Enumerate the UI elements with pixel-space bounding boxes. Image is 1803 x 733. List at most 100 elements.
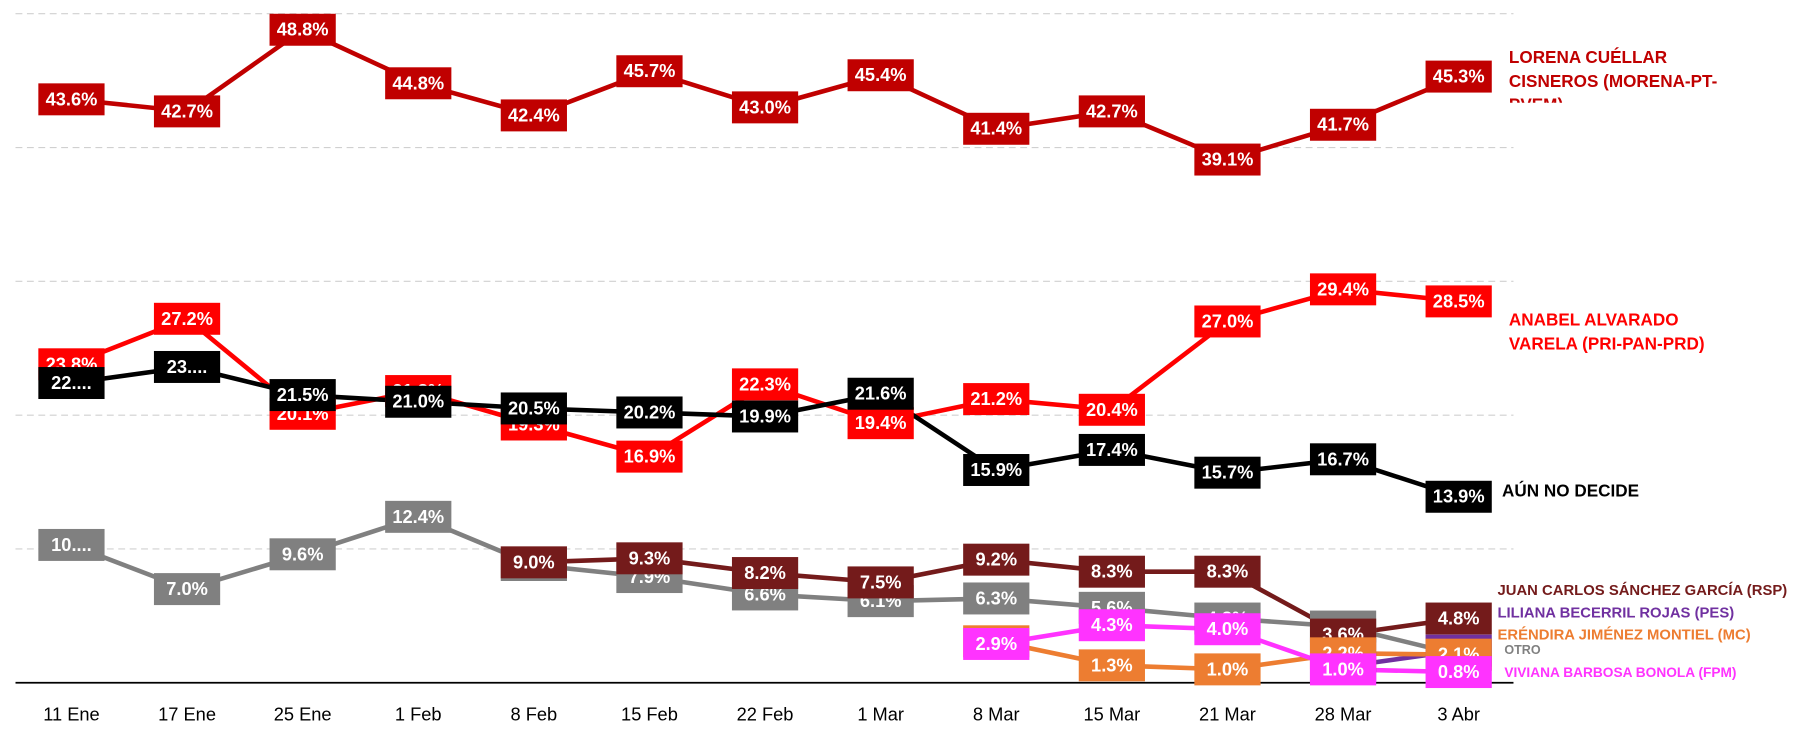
legend-item: LILIANA BECERRIL ROJAS (PES) bbox=[1497, 604, 1734, 621]
point-label: 10.... bbox=[38, 528, 105, 561]
legend-label: JUAN CARLOS SÁNCHEZ GARCÍA (RSP) bbox=[1497, 581, 1788, 599]
point-box bbox=[1194, 305, 1261, 338]
value-label: 41.7% bbox=[1317, 114, 1369, 135]
value-label: 42.7% bbox=[161, 100, 213, 121]
point-box bbox=[1309, 443, 1377, 476]
point-label: 28.5% bbox=[1425, 285, 1492, 318]
point-label: 43.0% bbox=[731, 91, 799, 124]
point-box bbox=[1078, 555, 1145, 588]
point-label: 7.0% bbox=[153, 573, 221, 606]
point-label: 4.3% bbox=[1078, 609, 1145, 642]
legend-item: JUAN CARLOS SÁNCHEZ GARCÍA (RSP) bbox=[1497, 581, 1788, 599]
point-label: 9.6% bbox=[269, 538, 336, 571]
value-label: 8.3% bbox=[1091, 561, 1133, 582]
point-label: 12.4% bbox=[385, 500, 452, 533]
x-tick-label: 8 Mar bbox=[973, 704, 1020, 725]
point-box bbox=[385, 500, 452, 533]
point-label: 22.3% bbox=[731, 368, 799, 401]
point-label: 43.6% bbox=[38, 83, 105, 116]
point-box bbox=[731, 557, 799, 590]
x-tick-label: 22 Feb bbox=[737, 704, 794, 725]
point-box bbox=[847, 407, 914, 440]
point-label: 2.9% bbox=[963, 627, 1030, 660]
x-tick-label: 17 Ene bbox=[158, 704, 216, 725]
legend-item: ERÉNDIRA JIMÉNEZ MONTIEL (MC) bbox=[1497, 625, 1751, 643]
point-box bbox=[616, 396, 683, 429]
point-label: 0.8% bbox=[1425, 656, 1492, 689]
point-box bbox=[1425, 602, 1492, 635]
point-label: 15.7% bbox=[1194, 456, 1261, 489]
point-box bbox=[153, 350, 221, 383]
value-label: 20.5% bbox=[508, 397, 560, 418]
point-label: 19.4% bbox=[847, 407, 914, 440]
value-labels: 43.6% 42.7% 48.8% 44.8% 42.4% 45.7% 43.0% 45.4%… bbox=[38, 13, 1492, 689]
point-label: 22.... bbox=[38, 367, 105, 400]
point-label: 17.4% bbox=[1078, 433, 1145, 466]
x-labels: 11 Ene 17 Ene 25 Ene 1 Feb 8 Feb 15 Feb 22 Feb… bbox=[43, 704, 1480, 725]
value-label: 17.4% bbox=[1086, 439, 1138, 460]
value-label: 0.8% bbox=[1438, 661, 1480, 682]
value-label: 43.6% bbox=[46, 88, 98, 109]
point-label: 42.7% bbox=[1078, 95, 1145, 128]
value-label: 16.7% bbox=[1317, 448, 1369, 469]
value-label: 16.9% bbox=[624, 446, 676, 467]
point-box bbox=[847, 377, 914, 410]
legend-item: ANABEL ALVARADO VARELA (PRI-PAN-PRD) bbox=[1508, 310, 1705, 354]
value-label: 9.0% bbox=[513, 551, 555, 572]
point-box bbox=[963, 383, 1030, 416]
point-box bbox=[500, 392, 567, 425]
value-label: 21.2% bbox=[970, 388, 1022, 409]
point-box bbox=[616, 542, 683, 575]
point-box bbox=[1078, 393, 1145, 426]
x-tick-label: 15 Feb bbox=[621, 704, 678, 725]
point-box bbox=[963, 627, 1030, 660]
point-box bbox=[1425, 480, 1492, 513]
point-label: 21.0% bbox=[385, 385, 452, 418]
point-label: 4.8% bbox=[1425, 602, 1492, 635]
point-label: 21.5% bbox=[269, 379, 336, 412]
point-label: 41.4% bbox=[963, 112, 1030, 145]
value-label: 27.2% bbox=[161, 308, 213, 329]
point-box bbox=[269, 379, 336, 412]
legend-label: ERÉNDIRA JIMÉNEZ MONTIEL (MC) bbox=[1497, 625, 1751, 643]
legend-label: ANABEL ALVARADO VARELA (PRI-PAN-PRD) bbox=[1508, 310, 1705, 354]
point-box bbox=[500, 546, 567, 579]
x-tick-label: 3 Abr bbox=[1437, 704, 1480, 725]
point-label: 20.2% bbox=[616, 396, 683, 429]
point-label: 16.9% bbox=[616, 440, 683, 473]
value-label: 41.4% bbox=[970, 118, 1022, 139]
legend-item: OTRO bbox=[1504, 644, 1540, 658]
value-label: 1.0% bbox=[1322, 658, 1364, 679]
point-label: 29.4% bbox=[1309, 273, 1377, 306]
point-label: 8.2% bbox=[731, 557, 799, 590]
value-label: 20.2% bbox=[624, 401, 676, 422]
point-box bbox=[1194, 143, 1261, 176]
value-label: 22.3% bbox=[739, 373, 791, 394]
point-box bbox=[731, 400, 799, 433]
x-tick-label: 15 Mar bbox=[1083, 704, 1140, 725]
value-label: 23.... bbox=[167, 356, 208, 377]
point-box bbox=[1425, 60, 1492, 93]
point-box bbox=[1194, 456, 1261, 489]
point-label: 1.0% bbox=[1194, 653, 1261, 686]
point-box bbox=[1309, 653, 1377, 686]
point-box bbox=[500, 99, 567, 132]
x-tick-label: 25 Ene bbox=[274, 704, 332, 725]
value-label: 45.7% bbox=[624, 60, 676, 81]
point-label: 42.7% bbox=[153, 95, 221, 128]
value-label: 9.2% bbox=[975, 549, 1017, 570]
point-box bbox=[616, 55, 683, 88]
value-label: 43.0% bbox=[739, 96, 791, 117]
point-box bbox=[1078, 609, 1145, 642]
point-box bbox=[963, 543, 1030, 576]
point-box bbox=[269, 13, 336, 46]
point-label: 23.... bbox=[153, 350, 221, 383]
value-label: 4.8% bbox=[1438, 608, 1480, 629]
point-box bbox=[1309, 108, 1377, 141]
value-label: 15.9% bbox=[970, 459, 1022, 480]
value-label: 8.2% bbox=[744, 562, 786, 583]
x-tick-label: 21 Mar bbox=[1199, 704, 1256, 725]
point-box bbox=[963, 112, 1030, 145]
